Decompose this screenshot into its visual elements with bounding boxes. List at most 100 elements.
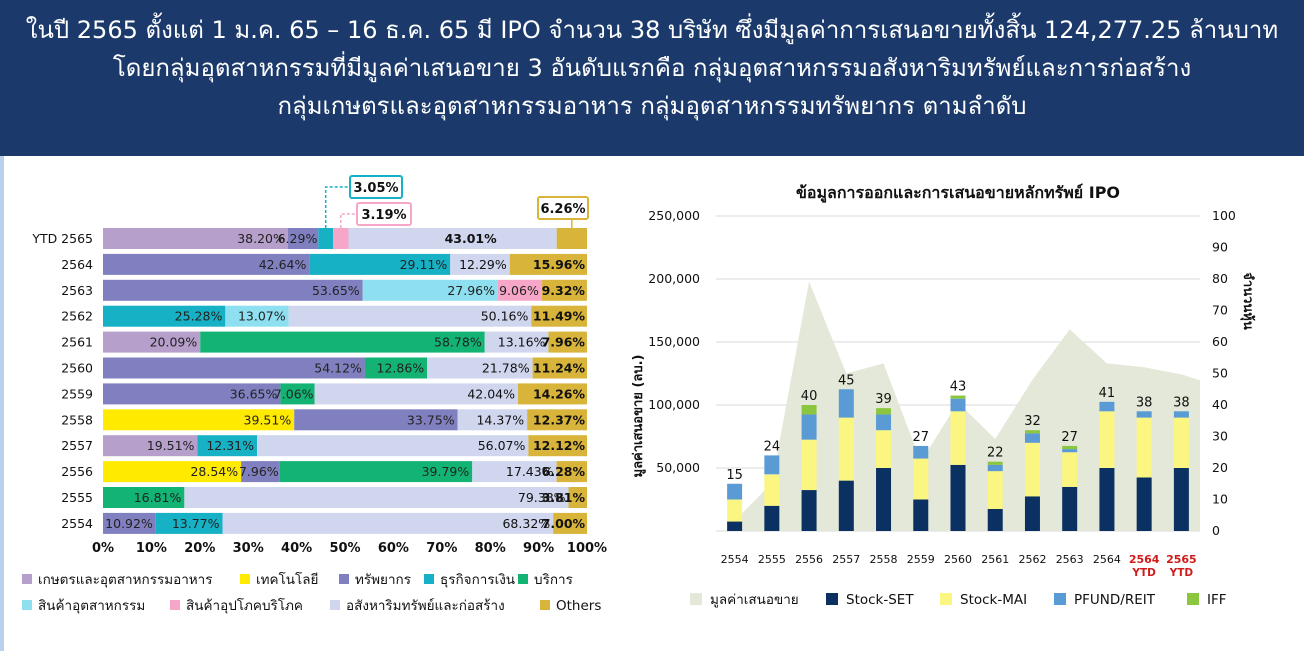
segment-label: 79.38% xyxy=(518,490,566,505)
bar-mai xyxy=(1024,442,1040,497)
legend-swatch-financial xyxy=(424,574,434,584)
legend-label: บริการ xyxy=(534,572,573,588)
bar-segment-financial xyxy=(197,435,258,457)
bar-segment-others xyxy=(556,228,587,249)
bar-segment-property xyxy=(314,383,519,405)
segment-label: 42.04% xyxy=(467,386,515,401)
bar-segment-agro xyxy=(103,331,201,353)
row-labels: YTD 2565 2564 2563 2562 2561 2560 2559 2558 2557… xyxy=(31,231,93,531)
bar-segment-others xyxy=(518,383,588,405)
x-tick-label: 2562 xyxy=(1018,553,1046,566)
bar-segment-others xyxy=(528,435,588,457)
legend-swatch-agro xyxy=(22,574,32,584)
bar-segment-property xyxy=(348,228,557,249)
callout-leader xyxy=(340,213,357,228)
segment-label: 39.51% xyxy=(244,412,292,427)
segment-label: 54.12% xyxy=(314,361,362,376)
bar-set xyxy=(913,499,929,531)
bar-reit xyxy=(1173,411,1189,418)
segment-label: 68.32% xyxy=(502,516,550,531)
bar-segment-resource xyxy=(103,357,365,379)
bar-segment-others xyxy=(541,279,587,301)
legend-swatch-consumer xyxy=(170,600,180,610)
bar-segment-property xyxy=(288,305,532,327)
y-tick-label: 150,000 xyxy=(648,334,700,349)
x-tick-label: 2559 xyxy=(907,553,935,566)
x-tick-label: 2563 xyxy=(1056,553,1084,566)
count-label: 27 xyxy=(912,430,929,445)
count-label: 38 xyxy=(1173,395,1190,410)
legend-swatch-industrial xyxy=(22,600,32,610)
bar-mai xyxy=(1062,452,1078,487)
segment-label: 9.06% xyxy=(499,283,539,298)
segment-label: 16.81% xyxy=(134,490,182,505)
row-label: 2558 xyxy=(61,412,93,427)
y2-tick-label: 80 xyxy=(1212,271,1228,286)
headline-line-2: โดยกลุ่มอุตสาหกรรมที่มีมูลค่าเสนอขาย 3 อ… xyxy=(112,54,1192,82)
legend-swatch-tech xyxy=(240,574,250,584)
segment-label: 15.96% xyxy=(533,257,586,272)
count-label: 15 xyxy=(726,468,743,483)
bar-segment-tech xyxy=(103,461,242,483)
y2-tick-label: 50 xyxy=(1212,366,1228,381)
segment-label: 53.65% xyxy=(312,283,360,298)
bar-segment-others xyxy=(568,487,587,508)
segment-label: 13.16% xyxy=(498,335,546,350)
segment-label: 10.92% xyxy=(105,516,153,531)
bar-iff xyxy=(1062,445,1078,450)
bar-segment-services xyxy=(364,357,428,379)
y2-tick-label: 40 xyxy=(1212,397,1228,412)
bar-set xyxy=(838,480,854,531)
legend-label: สินค้าอุปโภคบริโภค xyxy=(186,597,303,614)
bar-segment-resource xyxy=(294,409,458,431)
bar-set xyxy=(987,508,1003,531)
bar-segment-financial xyxy=(309,253,451,275)
bar-segment-resource xyxy=(103,279,363,301)
bar-mai xyxy=(876,430,892,468)
row-label: 2555 xyxy=(61,490,93,505)
x-tick-label: 40% xyxy=(281,541,312,556)
callout-leader xyxy=(324,186,350,228)
legend-label: เกษตรและอุตสาหกรรมอาหาร xyxy=(38,572,213,588)
row-label: YTD 2565 xyxy=(31,231,93,246)
segment-label: 42.64% xyxy=(259,257,307,272)
segment-label: 12.31% xyxy=(206,438,254,453)
bar-set xyxy=(764,505,780,531)
row-label: 2561 xyxy=(61,335,93,350)
bar-reit xyxy=(913,445,929,459)
x-tick-sublabel: YTD xyxy=(1169,567,1194,579)
legend-swatch-mai xyxy=(940,593,952,605)
segment-label: 7.96% xyxy=(542,335,586,350)
bar-mai xyxy=(838,417,854,481)
row-label: 2564 xyxy=(61,257,93,272)
count-label: 43 xyxy=(950,380,967,395)
bar-set xyxy=(1173,468,1189,531)
bar-reit xyxy=(987,464,1003,472)
y2-axis-label: จำนวนหุ้น xyxy=(1240,272,1256,330)
bar-iff xyxy=(876,408,892,415)
count-label: 45 xyxy=(838,373,855,388)
x-tick-sublabel: YTD xyxy=(1131,567,1156,579)
callout-box xyxy=(356,202,412,226)
bar-reit xyxy=(1024,433,1040,443)
x-tick-label: 50% xyxy=(329,541,360,556)
legend-label: ธุรกิจการเงิน xyxy=(440,572,515,588)
segment-label: 39.79% xyxy=(422,464,470,479)
segment-label: 25.28% xyxy=(175,309,223,324)
bar-segment-industrial xyxy=(362,279,498,301)
bar-segment-others xyxy=(527,409,587,431)
count-label: 38 xyxy=(1136,395,1153,410)
bar-mai xyxy=(727,499,743,522)
bar-reit xyxy=(801,414,817,440)
callout-label: 3.05% xyxy=(353,181,398,196)
bar-reit xyxy=(727,483,743,500)
chart-title: ข้อมูลการออกและการเสนอขายหลักทรัพย์ IPO xyxy=(796,183,1120,204)
legend-label: อสังหาริมทรัพย์และก่อสร้าง xyxy=(346,597,505,614)
segment-label: 58.78% xyxy=(434,335,482,350)
segment-label: 19.51% xyxy=(147,438,195,453)
y-tick-label: 250,000 xyxy=(648,208,700,223)
x-tick-label: 2555 xyxy=(758,553,786,566)
ipo-chart: ข้อมูลการออกและการเสนอขายหลักทรัพย์ IPO … xyxy=(631,183,1256,608)
x-tick-label: 2554 xyxy=(721,553,749,566)
bar-set xyxy=(876,468,892,531)
